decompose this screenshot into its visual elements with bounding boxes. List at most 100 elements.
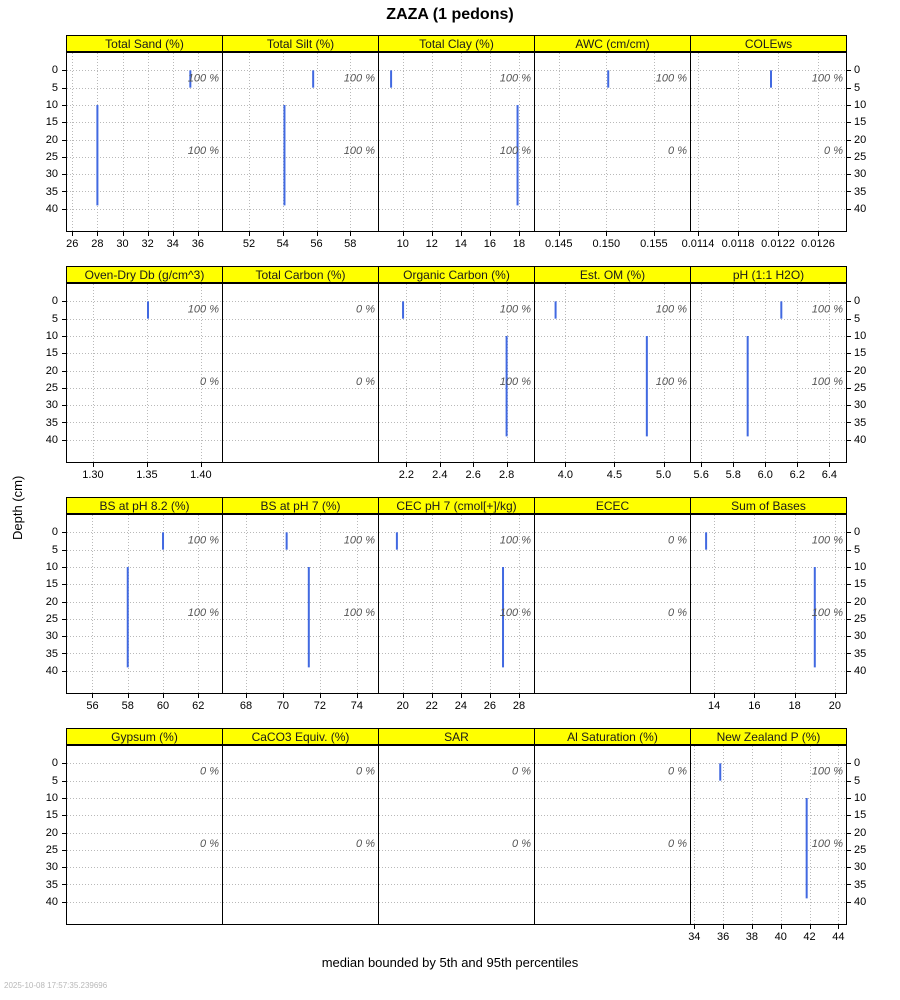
depth-tick-label-right: 15 [854, 116, 867, 129]
depth-tick-label-right: 10 [854, 98, 867, 111]
x-tick-label: 4.0 [557, 469, 574, 481]
panel-strip-total-carbon: Total Carbon (%) [222, 266, 379, 283]
depth-tick-label-right: 5 [854, 543, 861, 556]
panel-est-om: 100 % 100 % [534, 283, 691, 467]
panel-strip-ecec: ECEC [534, 497, 691, 514]
panel-strip-awc-cm-cm: AWC (cm/cm) [534, 35, 691, 52]
panel-border [690, 283, 847, 463]
contribution-fraction-label: 100 % [188, 534, 219, 546]
depth-tick-label-right: 20 [854, 826, 867, 839]
panel-background [690, 52, 847, 232]
depth-tick-label-left: 10 [45, 560, 58, 573]
depth-tick-label-right: 0 [854, 757, 861, 770]
depth-tick-label-left: 30 [45, 630, 58, 643]
panel-gridlines [223, 763, 378, 903]
panel-gridlines [535, 532, 690, 672]
panel-background [690, 745, 847, 925]
x-tick-label: 56 [86, 700, 99, 712]
x-tick-label: 28 [512, 700, 526, 712]
x-tick-label: 38 [745, 931, 759, 943]
depth-tick-label-left: 0 [51, 526, 58, 539]
depth-tick-label-right: 20 [854, 595, 867, 608]
depth-tick-label-right: 15 [854, 809, 867, 822]
panel-strip-label: Total Clay (%) [419, 36, 494, 51]
x-axis-tick-marks [559, 232, 655, 236]
depth-tick-label-left: 5 [51, 81, 58, 94]
panel-background [378, 514, 535, 694]
depth-axis-tick-marks [847, 763, 851, 903]
panel-strip-label: Organic Carbon (%) [403, 267, 510, 282]
panel-strip-label: Total Carbon (%) [255, 267, 346, 282]
depth-tick-label-left: 10 [45, 98, 58, 111]
panel-background [534, 52, 691, 232]
depth-axis-tick-marks [62, 70, 66, 210]
panel-strip-total-clay: Total Clay (%) [378, 35, 535, 52]
contribution-fraction-label: 0 % [512, 765, 531, 777]
depth-axis-tick-marks [847, 532, 851, 672]
depth-tick-label-left: 0 [51, 295, 58, 308]
x-tick-label: 0.0122 [761, 238, 795, 250]
panel-background [222, 514, 379, 694]
x-tick-label: 36 [717, 931, 730, 943]
depth-tick-label-right: 35 [854, 647, 867, 660]
panel-total-sand: 100 % 100 % [62, 52, 223, 236]
panel-gridlines [691, 53, 846, 231]
panel-gridlines [223, 515, 378, 693]
figure-title: ZAZA (1 pedons) [386, 6, 514, 23]
y-axis-title: Depth (cm) [10, 475, 25, 540]
panel-background [534, 745, 691, 925]
x-tick-label: 6.4 [821, 469, 838, 481]
contribution-fraction-label: 100 % [344, 145, 375, 157]
x-tick-label: 14 [454, 238, 467, 250]
contribution-fraction-label: 100 % [812, 534, 843, 546]
x-tick-label: 58 [344, 238, 357, 250]
panel-background [534, 283, 691, 463]
panel-background [66, 745, 223, 925]
x-axis-tick-marks [565, 463, 665, 467]
depth-tick-label-left: 40 [45, 433, 58, 446]
depth-tick-label-left: 20 [45, 595, 58, 608]
x-tick-label: 0.150 [592, 238, 621, 250]
depth-tick-label-right: 35 [854, 416, 867, 429]
panel-border [690, 514, 847, 694]
panel-new-zealand-p: 100 % 100 % [690, 745, 851, 929]
contribution-fraction-label: 0 % [668, 607, 687, 619]
x-tick-label: 0.0126 [801, 238, 835, 250]
x-tick-label: 6.2 [789, 469, 805, 481]
x-tick-label: 60 [156, 700, 170, 712]
panel-gridlines [691, 515, 846, 693]
depth-tick-label-right: 30 [854, 399, 867, 412]
panel-background [66, 514, 223, 694]
x-tick-label: 24 [454, 700, 467, 712]
panel-background [66, 283, 223, 463]
contribution-fraction-label: 100 % [812, 376, 843, 388]
x-tick-label: 72 [313, 700, 327, 712]
x-axis-tick-marks [403, 232, 520, 236]
panel-gridlines [535, 763, 690, 903]
panel-border [690, 52, 847, 232]
panel-strip-label: Est. OM (%) [579, 267, 646, 282]
panel-gridlines [67, 763, 222, 903]
x-axis-tick-marks [249, 232, 351, 236]
x-axis-tick-marks [92, 694, 199, 698]
depth-tick-label-left: 40 [45, 202, 58, 215]
depth-tick-label-left: 15 [45, 347, 58, 360]
contribution-fraction-label: 100 % [344, 607, 375, 619]
panel-strip-organic-carbon: Organic Carbon (%) [378, 266, 535, 283]
depth-tick-label-left: 10 [45, 329, 58, 342]
contribution-fraction-label: 0 % [668, 534, 687, 546]
panel-background [690, 514, 847, 694]
depth-tick-label-left: 35 [45, 878, 58, 891]
panel-strip-caco3-equiv: CaCO3 Equiv. (%) [222, 728, 379, 745]
contribution-fraction-label: 0 % [200, 376, 219, 388]
contribution-fraction-label: 100 % [812, 765, 843, 777]
panel-strip-label: BS at pH 8.2 (%) [99, 498, 190, 513]
panel-strip-label: CaCO3 Equiv. (%) [251, 729, 350, 744]
contribution-fraction-label: 0 % [356, 303, 375, 315]
panel-strip-label: Al Saturation (%) [567, 729, 658, 744]
contribution-fraction-label: 0 % [668, 838, 687, 850]
x-axis-tick-marks [72, 232, 199, 236]
panel-colews: 100 % 0 % [690, 52, 851, 236]
panel-cec-ph-7-cmol-kg: 100 % 100 % [378, 514, 535, 698]
depth-tick-label-left: 5 [51, 774, 58, 787]
